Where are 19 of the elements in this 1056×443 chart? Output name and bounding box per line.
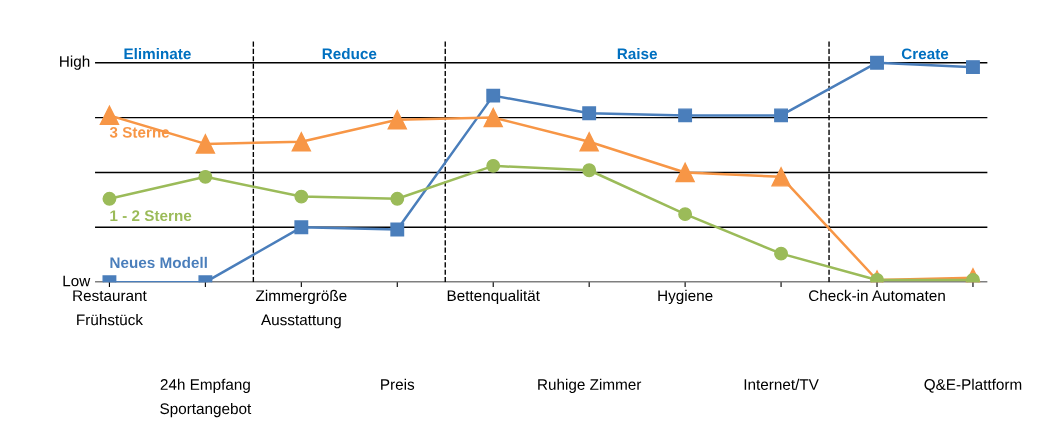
x-tick-label: Preis [381,378,415,390]
x-tick-label: Restaurant Frühstück [73,290,147,326]
x-tick-label: Check-in Automaten [809,289,945,302]
x-tick-label: 24h Empfang Sportangebot [160,378,252,418]
series-label: 1 - 2 Sterne [110,210,192,222]
text: Raise [617,48,658,60]
x-tick-label: Bettenqualität [447,289,540,305]
text: Create [901,48,949,60]
x-tick-label: Q&E-Plattform [924,378,1022,393]
x-tick-label: Internet/TV [744,378,819,390]
series-label: Neues Modell [110,256,207,269]
text: High [60,55,90,70]
x-tick-label: Zimmergröße Ausstattung [255,289,347,329]
x-tick-label: Hygiene [658,289,713,305]
x-tick-label: Ruhige Zimmer [538,378,642,393]
series-label: 3 Sterne [109,126,170,138]
text: Low [63,275,91,287]
text: Reduce [322,48,377,60]
text: Eliminate [124,48,191,60]
